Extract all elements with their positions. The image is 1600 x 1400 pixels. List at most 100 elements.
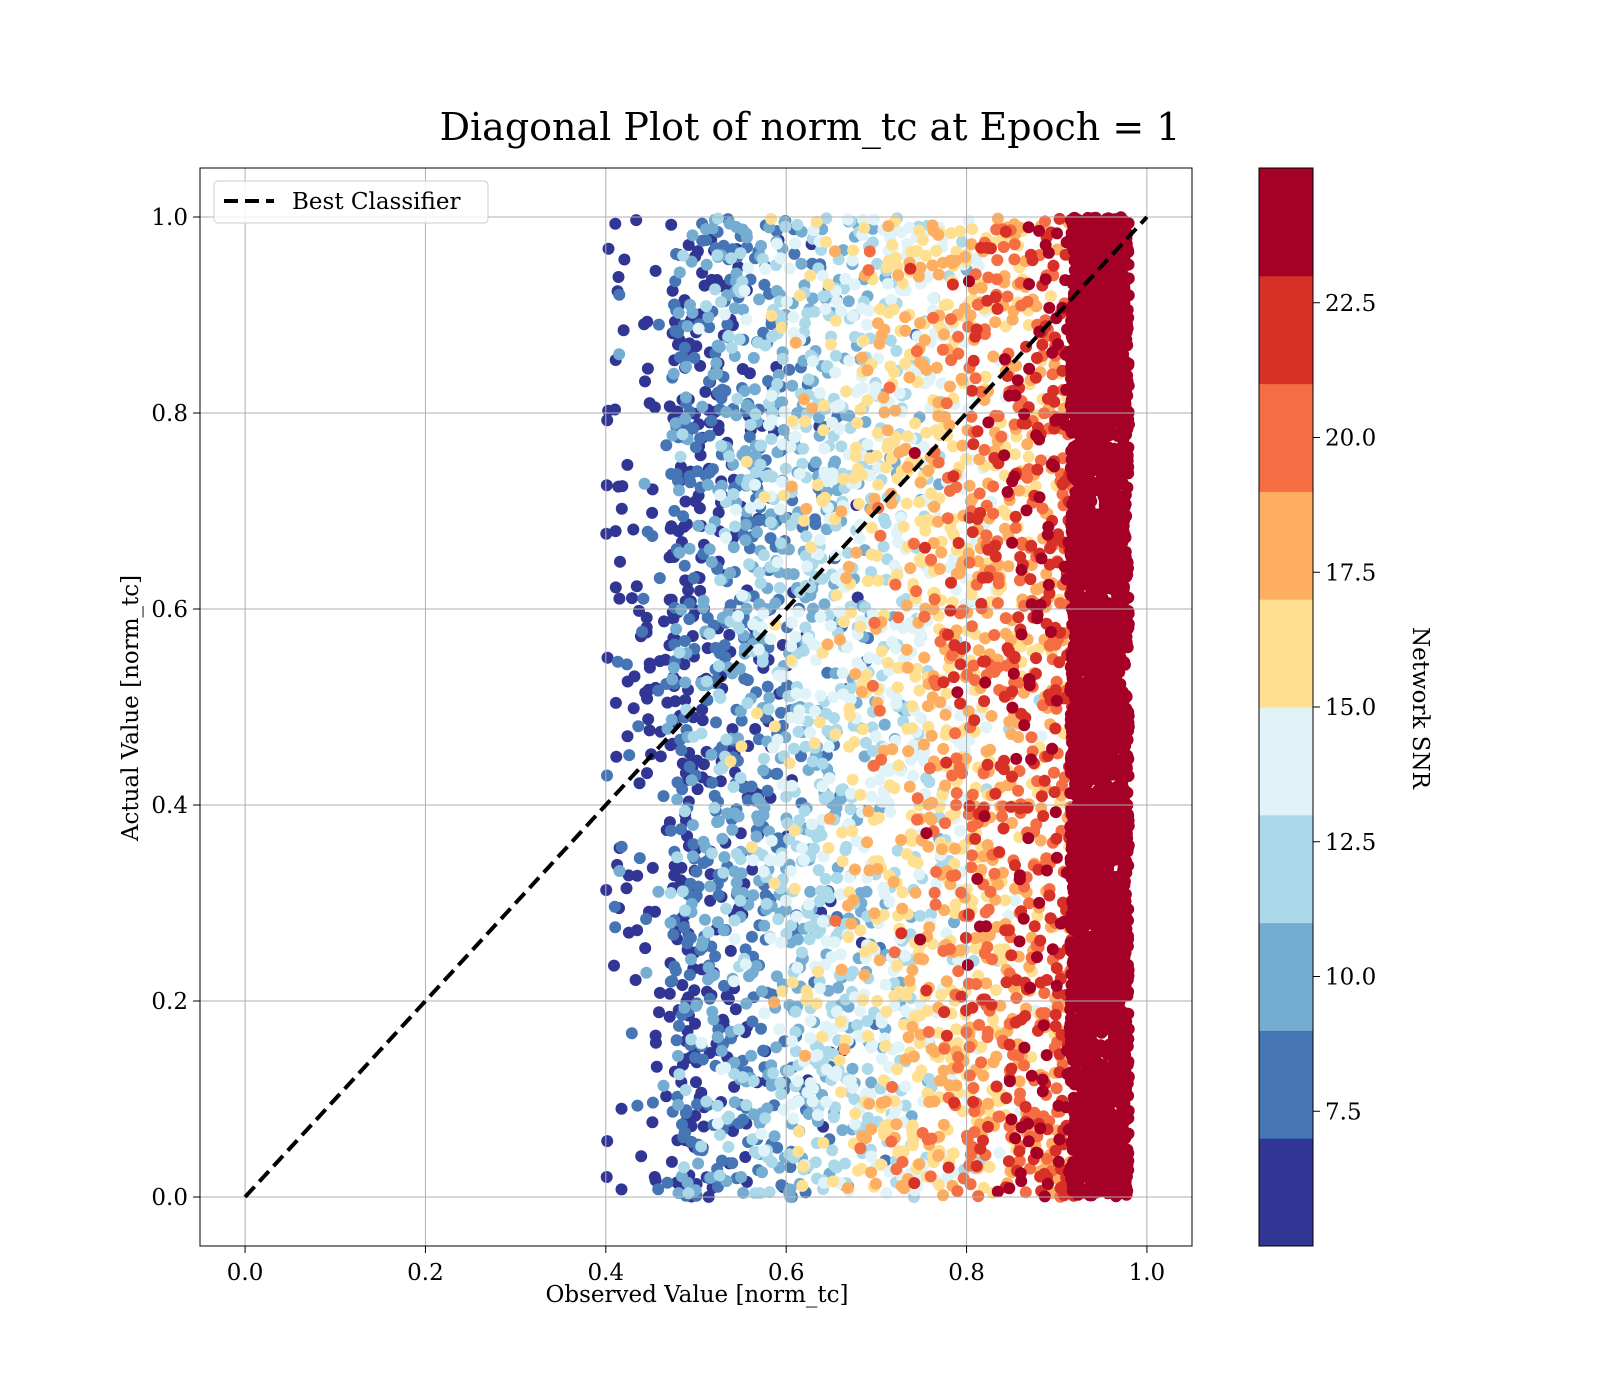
scatter-point (842, 931, 855, 944)
scatter-point (953, 761, 966, 774)
scatter-point (633, 852, 646, 865)
scatter-point (746, 966, 759, 979)
scatter-point (730, 409, 743, 422)
scatter-point (965, 620, 978, 633)
scatter-point (885, 1135, 898, 1148)
scatter-point (849, 1107, 862, 1120)
scatter-point (746, 1015, 759, 1028)
scatter-point (672, 525, 685, 538)
scatter-point (963, 800, 976, 812)
scatter-point (787, 568, 800, 581)
scatter-point (952, 1051, 965, 1064)
scatter-point (963, 1041, 976, 1053)
scatter-point (861, 575, 874, 588)
scatter-point (879, 1039, 892, 1052)
scatter-point (940, 975, 953, 988)
scatter-point (779, 220, 792, 233)
scatter-point (633, 777, 646, 790)
scatter-point (950, 787, 963, 799)
scatter-point (666, 673, 679, 686)
scatter-point (1047, 259, 1060, 272)
scatter-point (1006, 701, 1019, 714)
scatter-point (711, 249, 724, 262)
scatter-point (646, 1096, 659, 1109)
scatter-point (711, 816, 724, 829)
scatter-point (728, 914, 741, 927)
scatter-point (714, 489, 727, 502)
scatter-point (790, 910, 803, 923)
scatter-point (946, 649, 958, 662)
scatter-point (847, 244, 860, 257)
scatter-point (992, 577, 1005, 590)
scatter-point (891, 959, 904, 972)
scatter-point (991, 254, 1004, 267)
scatter-point (1035, 790, 1048, 803)
scatter-point (828, 245, 841, 258)
scatter-point (867, 213, 880, 226)
scatter-point (920, 363, 933, 376)
scatter-point (1049, 1144, 1062, 1157)
scatter-point (1050, 962, 1063, 975)
scatter-point (971, 872, 984, 885)
scatter-point (761, 784, 774, 797)
scatter-point (840, 385, 853, 398)
scatter-point (952, 1061, 964, 1074)
scatter-point (886, 636, 899, 648)
scatter-point (622, 926, 635, 939)
scatter-point (905, 1110, 918, 1123)
scatter-point (804, 541, 817, 554)
scatter-point (930, 244, 943, 257)
scatter-point (868, 616, 881, 629)
scatter-point (650, 1060, 663, 1073)
scatter-point (920, 426, 933, 439)
scatter-point (765, 318, 778, 331)
scatter-point (913, 1158, 926, 1171)
scatter-point (809, 705, 821, 718)
scatter-point (918, 541, 931, 554)
scatter-point (804, 1077, 817, 1090)
scatter-point (925, 813, 938, 826)
scatter-point (792, 1125, 805, 1138)
scatter-point (686, 306, 699, 319)
scatter-point (822, 740, 835, 753)
scatter-point (786, 616, 799, 629)
scatter-point (646, 861, 659, 874)
scatter-point (860, 669, 873, 682)
scatter-point (987, 1056, 1000, 1069)
scatter-point (1013, 935, 1026, 948)
scatter-point (788, 824, 801, 837)
scatter-point (732, 1023, 745, 1036)
scatter-point (855, 468, 868, 481)
scatter-point (679, 694, 692, 707)
scatter-point (1025, 731, 1038, 744)
scatter-point (737, 1186, 750, 1199)
scatter-point (727, 541, 740, 554)
scatter-point (792, 1145, 805, 1158)
scatter-point (714, 574, 727, 587)
scatter-point (820, 935, 833, 948)
scatter-point (768, 877, 781, 890)
scatter-point (963, 479, 976, 492)
scatter-point (735, 740, 748, 753)
scatter-point (673, 546, 686, 559)
scatter-point (836, 855, 849, 868)
scatter-point (753, 293, 766, 306)
scatter-point (966, 788, 979, 801)
scatter-point (848, 1118, 861, 1130)
scatter-point (890, 1118, 903, 1131)
scatter-point (664, 824, 677, 837)
scatter-point (970, 323, 983, 336)
scatter-point (891, 1063, 904, 1076)
scatter-point (724, 944, 737, 957)
scatter-point (729, 520, 742, 533)
scatter-point (702, 311, 715, 324)
scatter-point (695, 727, 708, 740)
scatter-point (705, 414, 718, 427)
scatter-point (709, 641, 722, 654)
scatter-point (1022, 1135, 1035, 1148)
scatter-point (675, 861, 688, 874)
scatter-point (817, 1136, 830, 1149)
scatter-point (746, 930, 758, 943)
scatter-point (697, 758, 710, 771)
scatter-point (677, 1058, 689, 1071)
